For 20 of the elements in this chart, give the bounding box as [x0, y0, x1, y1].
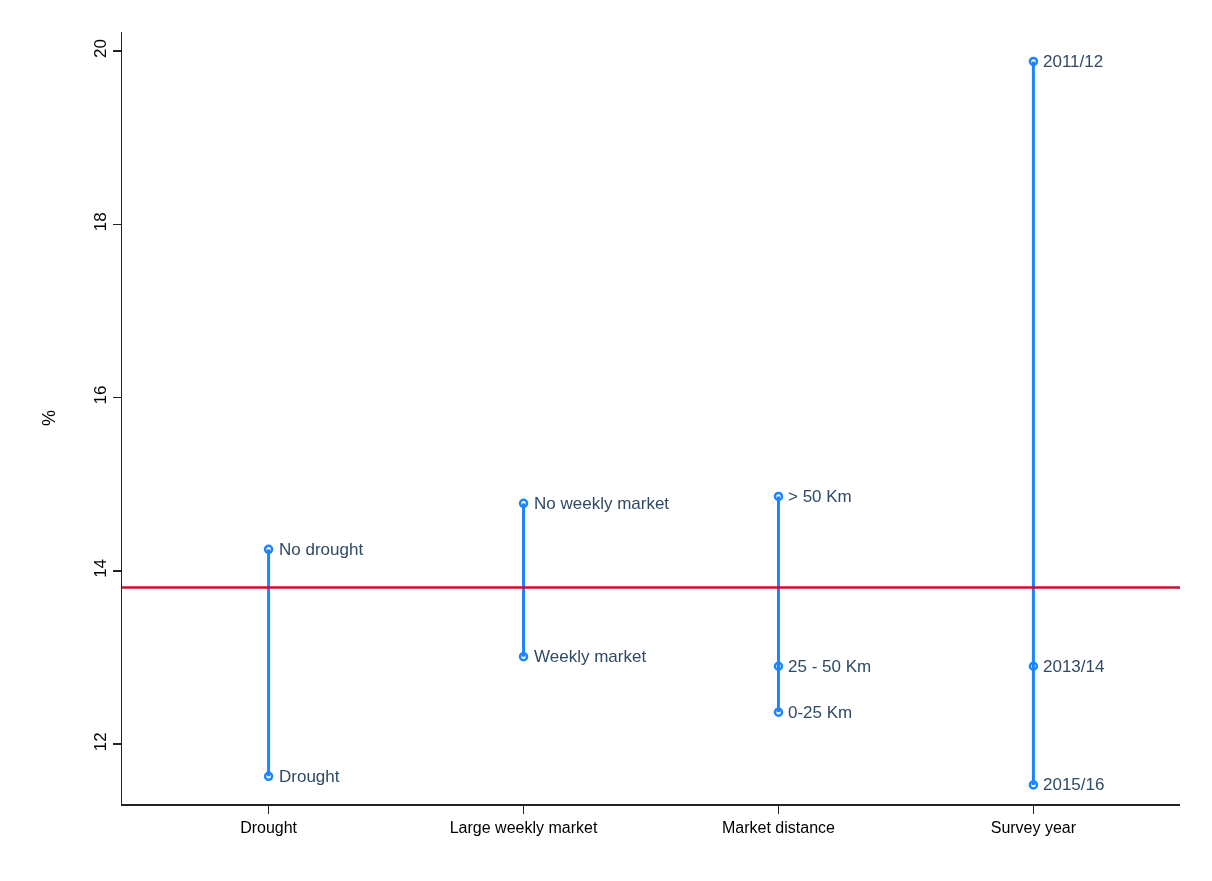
x-tick-label: Market distance: [722, 818, 836, 836]
annotation: 0-25 Km: [788, 703, 853, 722]
y-tick-label: 16: [90, 385, 110, 405]
annotation: > 50 Km: [788, 487, 852, 506]
annotation: Weekly market: [534, 647, 647, 666]
annotation: No drought: [279, 540, 364, 559]
y-tick-label: 12: [90, 732, 110, 752]
x-tick-label: Survey year: [990, 818, 1077, 836]
x-tick-label: Large weekly market: [449, 818, 598, 836]
y-tick-label: 18: [90, 212, 110, 232]
annotation: Drought: [279, 767, 340, 786]
x-tick-label: Drought: [240, 818, 298, 836]
annotation: 2013/14: [1043, 657, 1105, 676]
annotation: 2011/12: [1043, 52, 1104, 71]
annotation: 25 - 50 Km: [788, 657, 872, 676]
annotation: No weekly market: [534, 494, 670, 513]
y-tick-label: 20: [90, 39, 110, 58]
y-axis-title: %: [39, 409, 60, 427]
annotation: 2015/16: [1043, 775, 1105, 794]
y-tick-label: 14: [90, 558, 110, 578]
